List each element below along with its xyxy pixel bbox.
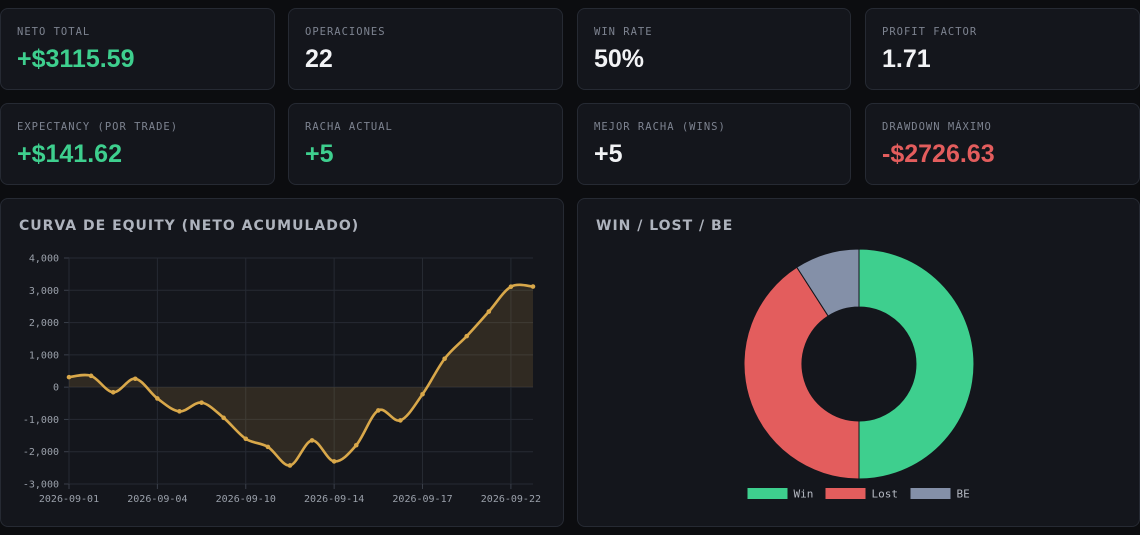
stat-label: NETO TOTAL bbox=[17, 26, 91, 38]
stat-card-profit-factor: PROFIT FACTOR 1.71 bbox=[865, 8, 1140, 90]
equity-chart-panel: CURVA DE EQUITY (NETO ACUMULADO) 4,000 3,… bbox=[0, 198, 564, 527]
stat-card-mejor-racha: MEJOR RACHA (WINS) +5 bbox=[577, 103, 851, 185]
stat-value: 22 bbox=[305, 45, 333, 73]
stat-value: +$141.62 bbox=[17, 140, 122, 168]
outcome-donut-chart: Win Lost BE bbox=[743, 248, 975, 501]
x-tick-label: 2026-09-22 bbox=[481, 494, 541, 505]
y-tick-label: 0 bbox=[53, 383, 59, 394]
stat-label: PROFIT FACTOR bbox=[882, 26, 978, 38]
stat-label: DRAWDOWN MÁXIMO bbox=[882, 121, 992, 133]
equity-point[interactable] bbox=[376, 408, 381, 413]
stat-card-win-rate: WIN RATE 50% bbox=[577, 8, 851, 90]
stat-value: 1.71 bbox=[882, 45, 931, 73]
y-tick-label: -1,000 bbox=[23, 415, 59, 426]
equity-point[interactable] bbox=[243, 436, 249, 442]
legend-swatch-win[interactable] bbox=[747, 488, 788, 499]
equity-point[interactable] bbox=[155, 396, 160, 401]
x-tick-label: 2026-09-01 bbox=[39, 494, 99, 505]
equity-chart: 4,000 3,000 2,000 1,000 0 -1,000 -2,000 -3,000 2… bbox=[23, 254, 541, 506]
stat-value: +5 bbox=[305, 140, 334, 168]
legend-swatch-lost[interactable] bbox=[825, 488, 866, 499]
equity-point[interactable] bbox=[486, 309, 492, 314]
equity-point[interactable] bbox=[265, 444, 271, 450]
equity-point[interactable] bbox=[110, 390, 116, 395]
y-tick-label: 1,000 bbox=[29, 350, 59, 361]
equity-point[interactable] bbox=[464, 333, 470, 339]
equity-area-fill bbox=[69, 284, 533, 466]
y-tick-label: 4,000 bbox=[29, 254, 59, 265]
stat-label: MEJOR RACHA (WINS) bbox=[594, 121, 726, 133]
equity-point[interactable] bbox=[309, 438, 315, 443]
x-tick-label: 2026-09-04 bbox=[127, 494, 187, 505]
legend-label-lost[interactable]: Lost bbox=[872, 488, 899, 501]
stat-label: EXPECTANCY (POR TRADE) bbox=[17, 121, 179, 133]
equity-point[interactable] bbox=[353, 442, 359, 448]
x-tick-label: 2026-09-14 bbox=[304, 494, 364, 505]
donut-slice-be[interactable] bbox=[796, 248, 860, 317]
y-tick-label: -2,000 bbox=[23, 447, 59, 458]
stat-label: WIN RATE bbox=[594, 26, 653, 38]
stat-value: -$2726.63 bbox=[882, 140, 995, 168]
stat-card-drawdown: DRAWDOWN MÁXIMO -$2726.63 bbox=[865, 103, 1140, 185]
equity-point[interactable] bbox=[88, 373, 94, 379]
equity-line bbox=[67, 283, 535, 467]
equity-point[interactable] bbox=[132, 376, 138, 382]
legend-swatch-be[interactable] bbox=[910, 488, 951, 499]
stat-card-operaciones: OPERACIONES 22 bbox=[288, 8, 563, 90]
stat-value: 50% bbox=[594, 45, 645, 73]
donut-slice-lost[interactable] bbox=[743, 266, 860, 480]
y-tick-label: 2,000 bbox=[29, 318, 59, 329]
stat-card-neto-total: NETO TOTAL +$3115.59 bbox=[0, 8, 275, 90]
equity-point[interactable] bbox=[177, 409, 182, 414]
donut-slice-win[interactable] bbox=[858, 248, 975, 480]
legend-label-win[interactable]: Win bbox=[794, 488, 814, 501]
x-tick-label: 2026-09-10 bbox=[216, 494, 276, 505]
stat-card-expectancy: EXPECTANCY (POR TRADE) +$141.62 bbox=[0, 103, 275, 185]
equity-point[interactable] bbox=[221, 415, 226, 421]
stat-card-racha-actual: RACHA ACTUAL +5 bbox=[288, 103, 563, 185]
y-tick-label: -3,000 bbox=[23, 480, 59, 491]
equity-point[interactable] bbox=[287, 463, 293, 468]
stat-value: +5 bbox=[594, 140, 623, 168]
equity-point[interactable] bbox=[420, 391, 425, 397]
outcome-chart-title: WIN / LOST / BE bbox=[596, 218, 734, 234]
stat-label: RACHA ACTUAL bbox=[305, 121, 393, 133]
equity-point[interactable] bbox=[508, 284, 514, 290]
equity-chart-title: CURVA DE EQUITY (NETO ACUMULADO) bbox=[19, 218, 360, 234]
equity-point[interactable] bbox=[530, 284, 536, 289]
legend-label-be[interactable]: BE bbox=[957, 488, 970, 501]
equity-point[interactable] bbox=[199, 400, 204, 405]
y-tick-label: 3,000 bbox=[29, 286, 59, 297]
stat-value: +$3115.59 bbox=[17, 45, 135, 73]
x-tick-label: 2026-09-17 bbox=[392, 494, 452, 505]
outcome-chart-panel: WIN / LOST / BE Win Lost BE bbox=[577, 198, 1140, 527]
equity-point[interactable] bbox=[398, 418, 403, 423]
equity-point[interactable] bbox=[442, 356, 447, 362]
equity-point[interactable] bbox=[66, 374, 72, 380]
equity-point[interactable] bbox=[331, 459, 337, 464]
stat-label: OPERACIONES bbox=[305, 26, 386, 38]
